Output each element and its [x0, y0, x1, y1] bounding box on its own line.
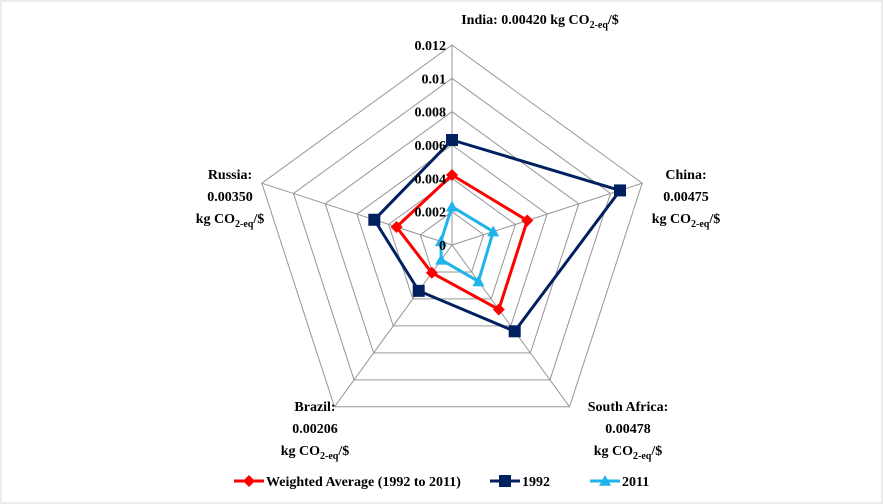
- grid-ring: [324, 111, 580, 354]
- data-point-1992-brazil: [412, 284, 425, 297]
- series-weighted-average-1992-to-2011: [390, 169, 534, 316]
- data-point-2011-brazil: [435, 253, 448, 265]
- grid-ring: [388, 177, 516, 300]
- tick-label: 0.01: [422, 72, 447, 87]
- legend-marker: [243, 475, 255, 487]
- data-point-1992-south-africa: [508, 325, 521, 338]
- data-point-1992-china: [614, 184, 627, 197]
- category-label-line: kg CO2-eq/$: [652, 212, 721, 230]
- grid-ring: [292, 77, 612, 381]
- data-point-weighted-average-1992-to-2011-brazil: [425, 266, 438, 279]
- tick-label: 0: [439, 239, 446, 254]
- data-point-2011-russia: [434, 235, 447, 247]
- tick-label: 0.002: [415, 206, 447, 221]
- legend-label: Weighted Average (1992 to 2011): [266, 475, 461, 490]
- series-1992: [368, 134, 627, 338]
- category-label-line: 0.00475: [663, 190, 709, 205]
- category-label-line: kg CO2-eq/$: [196, 212, 265, 230]
- category-label-line: 0.00206: [292, 422, 338, 437]
- category-label-line: Russia:: [208, 168, 252, 183]
- category-label-south-africa: South Africa: 0.00478 kg CO2-eq/$: [588, 400, 669, 462]
- legend: Weighted Average (1992 to 2011) 1992 2011: [234, 475, 649, 490]
- series-2011: [434, 200, 500, 287]
- axis-spoke-russia: [261, 182, 453, 246]
- data-point-weighted-average-1992-to-2011-india: [446, 169, 458, 181]
- legend-item-weighted-average-1992-to-2011: Weighted Average (1992 to 2011): [234, 475, 461, 490]
- category-labels: India: 0.00420 kg CO2-eq/$ China: 0.00475 k…: [196, 13, 721, 462]
- category-label-india: India: 0.00420 kg CO2-eq/$: [461, 13, 619, 31]
- data-point-weighted-average-1992-to-2011-south-africa: [492, 303, 505, 316]
- legend-label: 1992: [522, 475, 550, 490]
- tick-label: 0.004: [415, 172, 447, 187]
- series-line-2011: [439, 204, 495, 284]
- series-layer: [368, 134, 627, 338]
- category-label-line: 0.00478: [605, 422, 651, 437]
- data-point-weighted-average-1992-to-2011-china: [521, 214, 534, 227]
- grid-ring: [356, 144, 548, 327]
- category-label-brazil: Brazil: 0.00206 kg CO2-eq/$: [281, 400, 350, 462]
- legend-marker: [499, 475, 511, 487]
- data-point-1992-india: [446, 134, 458, 146]
- tick-label: 0.008: [415, 106, 447, 121]
- grid-ring: [261, 44, 643, 408]
- legend-label: 2011: [622, 475, 649, 490]
- category-label-line: kg CO2-eq/$: [281, 444, 350, 462]
- legend-item-1992: 1992: [490, 475, 550, 490]
- category-label-line: 0.00350: [207, 190, 253, 205]
- data-point-weighted-average-1992-to-2011-russia: [390, 220, 403, 233]
- axis-spoke-china: [451, 182, 643, 246]
- tick-label: 0.012: [415, 39, 447, 54]
- legend-marker: [599, 475, 611, 486]
- tick-label: 0.006: [415, 139, 447, 154]
- legend-item-2011: 2011: [590, 475, 649, 490]
- data-point-2011-china: [487, 225, 500, 237]
- grid-ring: [419, 211, 485, 273]
- series-line-weighted-average-1992-to-2011: [394, 173, 530, 312]
- category-label-china: China: 0.00475 kg CO2-eq/$: [652, 168, 721, 230]
- category-label-line: China:: [665, 168, 706, 183]
- data-point-2011-south-africa: [472, 275, 485, 287]
- category-label-line: India: 0.00420 kg CO2-eq/$: [461, 13, 619, 31]
- data-point-2011-india: [446, 200, 458, 212]
- category-label-line: Brazil:: [294, 400, 335, 415]
- radial-tick-labels: 0 0.002 0.004 0.006 0.008 0.01 0.012: [415, 39, 447, 254]
- category-label-russia: Russia: 0.00350 kg CO2-eq/$: [196, 168, 265, 230]
- category-label-line: South Africa:: [588, 400, 669, 415]
- series-line-1992: [372, 138, 623, 334]
- data-point-1992-russia: [368, 213, 381, 226]
- category-label-line: kg CO2-eq/$: [594, 444, 663, 462]
